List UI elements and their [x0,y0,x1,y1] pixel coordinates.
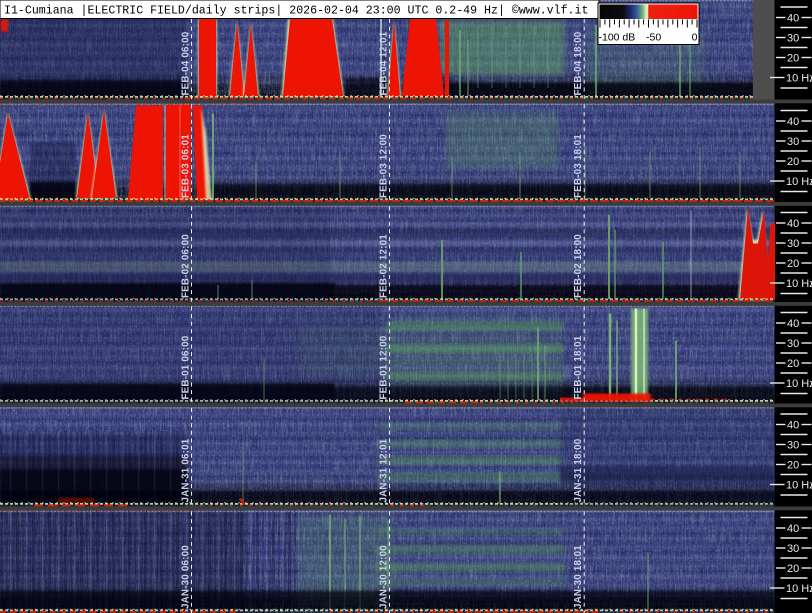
svg-text:FEB-03 06:01: FEB-03 06:01 [181,134,192,198]
svg-text:-100 dB: -100 dB [599,32,636,44]
svg-text:10 Hz: 10 Hz [786,378,812,390]
svg-text:20: 20 [787,358,799,370]
svg-text:20: 20 [787,156,799,168]
svg-text:FEB-04 06:00: FEB-04 06:00 [181,31,192,95]
svg-text:JAN-30 18:01: JAN-30 18:01 [573,545,584,609]
svg-text:40: 40 [787,523,799,535]
svg-text:FEB-04 12:01: FEB-04 12:01 [379,31,390,95]
svg-text:FEB-03 12:00: FEB-03 12:00 [379,134,390,198]
svg-text:20: 20 [787,53,799,65]
svg-text:40: 40 [787,116,799,128]
svg-text:40: 40 [787,318,799,330]
svg-text:FEB-03 18:01: FEB-03 18:01 [573,134,584,198]
svg-text:FEB-01 18:01: FEB-01 18:01 [573,335,584,399]
svg-text:40: 40 [787,13,799,25]
svg-text:10 Hz: 10 Hz [786,73,812,85]
svg-text:JAN-31 06:01: JAN-31 06:01 [181,438,192,502]
svg-text:FEB-01 12:00: FEB-01 12:00 [379,335,390,399]
svg-text:JAN-31 12:01: JAN-31 12:01 [379,438,390,502]
svg-text:-50: -50 [646,32,661,44]
svg-text:10 Hz: 10 Hz [786,176,812,188]
svg-text:I1-Cumiana |ELECTRIC FIELD/dai: I1-Cumiana |ELECTRIC FIELD/daily strips|… [4,5,588,18]
svg-text:30: 30 [787,543,799,555]
svg-text:30: 30 [787,136,799,148]
svg-text:40: 40 [787,218,799,230]
svg-text:JAN-31 18:00: JAN-31 18:00 [573,438,584,502]
svg-text:30: 30 [787,338,799,350]
svg-text:JAN-30 12:00: JAN-30 12:00 [379,545,390,609]
svg-text:10 Hz: 10 Hz [786,583,812,595]
svg-text:FEB-02 18:00: FEB-02 18:00 [573,234,584,298]
svg-text:20: 20 [787,563,799,575]
svg-text:40: 40 [787,420,799,432]
svg-text:JAN-30 06:00: JAN-30 06:00 [181,545,192,609]
svg-text:10 Hz: 10 Hz [786,480,812,492]
svg-text:10 Hz: 10 Hz [786,278,812,290]
svg-text:FEB-02 12:01: FEB-02 12:01 [379,234,390,298]
svg-text:30: 30 [787,33,799,45]
svg-text:0: 0 [692,32,698,44]
svg-text:20: 20 [787,460,799,472]
svg-text:30: 30 [787,440,799,452]
svg-text:30: 30 [787,238,799,250]
svg-text:FEB-02 06:00: FEB-02 06:00 [181,234,192,298]
svg-text:FEB-04 18:00: FEB-04 18:00 [573,31,584,95]
svg-text:20: 20 [787,258,799,270]
svg-text:FEB-01 06:00: FEB-01 06:00 [181,335,192,399]
